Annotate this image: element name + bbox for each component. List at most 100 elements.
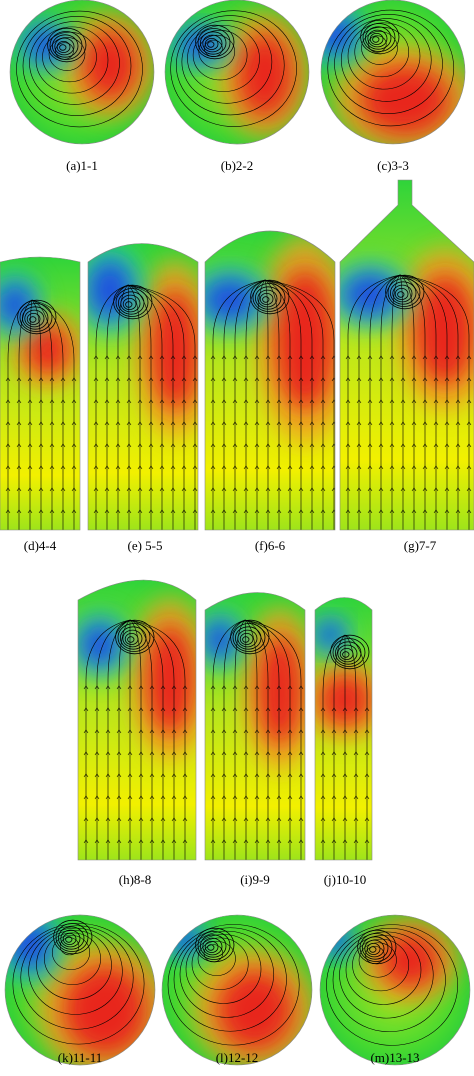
arrow	[276, 465, 282, 470]
arrow	[320, 509, 326, 514]
arrow	[444, 509, 450, 514]
arrow	[210, 399, 216, 404]
arrow	[265, 707, 271, 712]
vortex	[59, 44, 67, 51]
vortex	[62, 933, 77, 946]
red-zone	[82, 30, 138, 100]
vortex	[232, 623, 266, 652]
vortex	[337, 644, 358, 663]
arrow	[116, 685, 122, 690]
arrow	[356, 421, 362, 426]
arrow	[210, 377, 216, 382]
arrow	[221, 487, 227, 492]
arrow	[331, 443, 335, 448]
contour	[340, 180, 474, 530]
streamline	[344, 634, 368, 860]
arrow	[254, 795, 260, 800]
arrow	[126, 443, 132, 448]
arrow	[126, 355, 132, 360]
vortex	[369, 33, 384, 46]
streamline	[256, 279, 266, 530]
arrow	[422, 355, 428, 360]
arrow	[342, 751, 348, 756]
streamline	[223, 619, 246, 860]
arrow	[126, 421, 132, 426]
arrow	[27, 443, 33, 448]
arrow	[210, 839, 216, 844]
vortex	[54, 37, 75, 56]
streamline	[129, 619, 186, 860]
arrow	[49, 421, 55, 426]
vortex	[24, 309, 45, 328]
arrow	[221, 377, 227, 382]
arrow	[116, 795, 122, 800]
arrow	[400, 465, 406, 470]
arrow	[127, 729, 133, 734]
arrow	[345, 487, 351, 492]
streamline	[399, 274, 448, 530]
arrow	[171, 685, 177, 690]
outline	[314, 597, 373, 861]
blue-zone	[0, 283, 33, 327]
arrow	[353, 817, 359, 822]
arrow	[137, 443, 143, 448]
contour	[205, 231, 335, 530]
streamline	[212, 279, 266, 530]
arrow	[298, 487, 304, 492]
arrow	[232, 487, 238, 492]
vortex	[367, 29, 388, 48]
streamline	[264, 279, 280, 530]
arrow	[210, 465, 216, 470]
arrow	[94, 839, 100, 844]
arrow	[171, 751, 177, 756]
vortex	[122, 297, 137, 310]
arrow	[331, 509, 335, 514]
arrow	[378, 443, 384, 448]
arrow	[127, 839, 133, 844]
arrow	[243, 509, 249, 514]
arrow	[298, 751, 304, 756]
arrow	[192, 399, 198, 404]
arrow	[232, 509, 238, 514]
arrow	[353, 795, 359, 800]
arrow	[422, 443, 428, 448]
vortex	[117, 623, 151, 652]
arrow	[422, 421, 428, 426]
arrow	[331, 729, 337, 734]
arrow	[265, 773, 271, 778]
arrow	[254, 773, 260, 778]
arrow	[159, 355, 165, 360]
streamline	[367, 35, 387, 53]
arrow	[411, 355, 417, 360]
arrow	[60, 399, 66, 404]
arrow	[210, 487, 216, 492]
arrow	[276, 817, 282, 822]
streamline	[264, 279, 324, 530]
red-zone	[63, 965, 147, 1055]
vortex	[195, 24, 235, 60]
arrow	[192, 465, 198, 470]
vortex	[49, 31, 83, 60]
arrow	[444, 421, 450, 426]
panel: (h)8-8	[77, 579, 197, 887]
arrow	[466, 487, 472, 492]
arrow	[38, 421, 44, 426]
arrow	[221, 773, 227, 778]
arrow	[232, 751, 238, 756]
vortex	[385, 274, 425, 310]
arrow	[38, 377, 44, 382]
arrow	[116, 773, 122, 778]
contour	[321, 0, 465, 144]
arrow	[455, 443, 461, 448]
outline	[77, 579, 197, 861]
arrow	[400, 487, 406, 492]
arrow	[149, 729, 155, 734]
arrow	[444, 355, 450, 360]
arrow	[276, 773, 282, 778]
arrow	[160, 839, 166, 844]
arrow	[137, 399, 143, 404]
arrow	[433, 421, 439, 426]
red-zone	[275, 270, 335, 410]
arrow	[232, 465, 238, 470]
streamline	[127, 284, 130, 530]
